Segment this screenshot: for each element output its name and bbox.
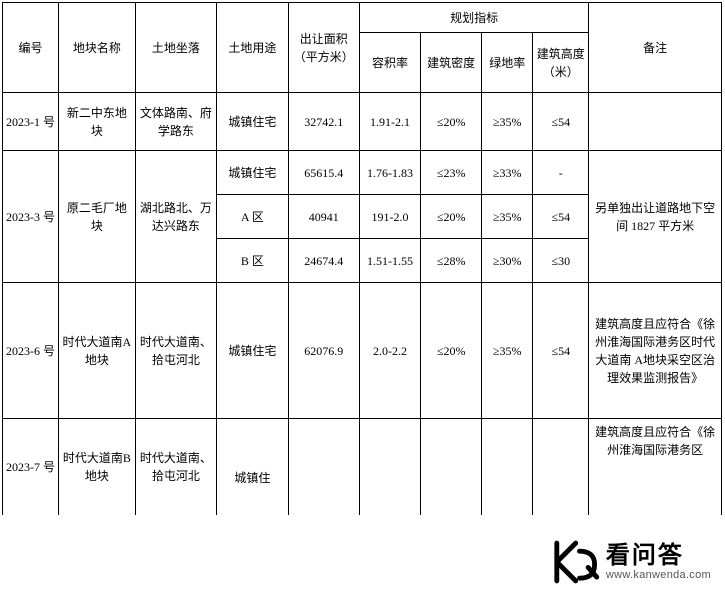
head-far: 容积率 (359, 33, 420, 93)
cell-use: 城镇住 (217, 419, 288, 515)
cell-empty (533, 419, 589, 515)
cell-use: B 区 (217, 239, 288, 283)
cell-height: ≤54 (533, 195, 589, 239)
head-name: 地块名称 (59, 3, 135, 93)
cell-note: 建筑高度且应符合《徐州淮海国际港务区 (589, 419, 722, 515)
cell-far: 2.0-2.2 (359, 283, 420, 419)
cell-green: ≥35% (482, 283, 533, 419)
cell-height: ≤54 (533, 93, 589, 151)
cell-id: 2023-7 号 (3, 419, 59, 515)
cell-name: 时代大道南A 地块 (59, 283, 135, 419)
cell-use: 城镇住宅 (217, 283, 288, 419)
head-loc: 土地坐落 (135, 3, 217, 93)
cell-loc: 时代大道南、拾屯河北 (135, 283, 217, 419)
cell-far: 1.51-1.55 (359, 239, 420, 283)
cell-green: ≥35% (482, 195, 533, 239)
cell-note: 另单独出让道路地下空间 1827 平方米 (589, 151, 722, 283)
cell-far: 191-2.0 (359, 195, 420, 239)
head-green: 绿地率 (482, 33, 533, 93)
cell-use: 城镇住宅 (217, 93, 288, 151)
head-area: 出让面积（平方米） (288, 3, 359, 93)
cell-id: 2023-3 号 (3, 151, 59, 283)
cell-density: ≤23% (421, 151, 482, 195)
kanwenda-logo-icon (546, 535, 600, 589)
cell-green: ≥30% (482, 239, 533, 283)
cell-green: ≥35% (482, 93, 533, 151)
cell-area: 32742.1 (288, 93, 359, 151)
head-id: 编号 (3, 3, 59, 93)
cell-height: ≤30 (533, 239, 589, 283)
cell-name: 时代大道南B 地块 (59, 419, 135, 515)
cell-loc: 湖北路北、万达兴路东 (135, 151, 217, 283)
cell-green: ≥33% (482, 151, 533, 195)
table-row: 2023-7 号 时代大道南B 地块 时代大道南、拾屯河北 城镇住 建筑高度且应… (3, 419, 722, 515)
cell-density: ≤28% (421, 239, 482, 283)
cell-height: ≤54 (533, 283, 589, 419)
table-row: 2023-1 号 新二中东地块 文体路南、府学路东 城镇住宅 32742.1 1… (3, 93, 722, 151)
table-row: 2023-6 号 时代大道南A 地块 时代大道南、拾屯河北 城镇住宅 62076… (3, 283, 722, 419)
brand-url: www.kanwenda.com (606, 569, 711, 581)
cell-use: 城镇住宅 (217, 151, 288, 195)
cell-name: 新二中东地块 (59, 93, 135, 151)
cell-name: 原二毛厂地块 (59, 151, 135, 283)
cell-area: 65615.4 (288, 151, 359, 195)
cell-note (589, 93, 722, 151)
head-note: 备注 (589, 3, 722, 93)
cell-id: 2023-6 号 (3, 283, 59, 419)
cell-empty (482, 419, 533, 515)
cell-far: 1.91-2.1 (359, 93, 420, 151)
cell-area: 24674.4 (288, 239, 359, 283)
brand-name-cn: 看问答 (606, 543, 711, 569)
cell-use: A 区 (217, 195, 288, 239)
cell-density: ≤20% (421, 195, 482, 239)
cell-note: 建筑高度且应符合《徐州淮海国际港务区时代大道南 A地块采空区治理效果监测报告》 (589, 283, 722, 419)
cell-id: 2023-1 号 (3, 93, 59, 151)
cell-far: 1.76-1.83 (359, 151, 420, 195)
head-density: 建筑密度 (421, 33, 482, 93)
cell-empty (359, 419, 420, 515)
brand-text-block: 看问答 www.kanwenda.com (606, 543, 711, 581)
branding-watermark: 看问答 www.kanwenda.com (540, 533, 717, 591)
head-height: 建筑高度（米） (533, 33, 589, 93)
cell-empty (421, 419, 482, 515)
head-plan: 规划指标 (359, 3, 588, 33)
cell-loc: 时代大道南、拾屯河北 (135, 419, 217, 515)
cell-area: 62076.9 (288, 283, 359, 419)
cell-height: - (533, 151, 589, 195)
land-table: 编号 地块名称 土地坐落 土地用途 出让面积（平方米） 规划指标 备注 容积率 … (2, 2, 722, 515)
cell-loc: 文体路南、府学路东 (135, 93, 217, 151)
head-use: 土地用途 (217, 3, 288, 93)
cell-density: ≤20% (421, 93, 482, 151)
page-wrapper: { "columns": { "col0": "编号", "col1": "地块… (0, 0, 725, 591)
cell-area: 40941 (288, 195, 359, 239)
cell-empty (288, 419, 359, 515)
cell-density: ≤20% (421, 283, 482, 419)
table-row: 2023-3 号 原二毛厂地块 湖北路北、万达兴路东 城镇住宅 65615.4 … (3, 151, 722, 195)
